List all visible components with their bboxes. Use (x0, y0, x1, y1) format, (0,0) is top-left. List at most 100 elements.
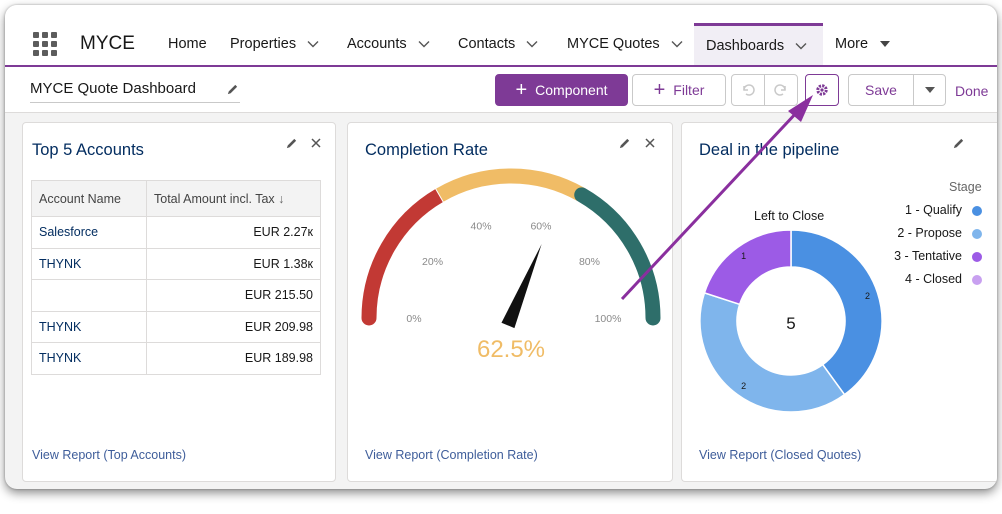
gauge-needle (501, 244, 542, 329)
card-title: Completion Rate (365, 141, 488, 159)
legend-color-swatch (972, 275, 982, 285)
amount-cell: EUR 209.98 (146, 310, 321, 343)
chevron-down-icon[interactable] (525, 37, 539, 51)
nav-item-home[interactable]: Home (156, 23, 219, 65)
app-window: MYCE Home Properties Accounts Contacts M… (5, 5, 997, 489)
dashboard-toolbar: MYCE Quote Dashboard + Component + Filte… (5, 67, 997, 113)
gauge-tick-label: 80% (579, 256, 600, 268)
pencil-icon[interactable] (285, 137, 298, 150)
nav-item-myce-quotes[interactable]: MYCE Quotes (555, 23, 696, 65)
add-filter-button[interactable]: + Filter (632, 74, 726, 106)
donut-slice-2-propose[interactable] (699, 291, 846, 413)
chevron-down-icon[interactable] (794, 39, 808, 53)
gauge-tick-label: 0% (406, 313, 421, 325)
close-icon[interactable] (310, 137, 322, 149)
caret-down-icon[interactable] (878, 37, 892, 51)
pipeline-card: Deal in the pipeline Left to Close Stage… (681, 122, 997, 482)
account-name-cell[interactable]: THYNK (31, 310, 147, 343)
legend-color-swatch (972, 229, 982, 239)
nav-item-label: Properties (230, 36, 297, 52)
chart-title: Left to Close (754, 209, 825, 223)
properties-settings-button[interactable] (805, 74, 839, 106)
gauge-tick-label: 100% (595, 313, 622, 325)
nav-item-accounts[interactable]: Accounts (335, 23, 443, 65)
card-title: Top 5 Accounts (32, 141, 144, 159)
gauge-band-0 (361, 187, 448, 326)
table-row: THYNK EUR 209.98 (31, 310, 321, 343)
account-name-cell[interactable]: THYNK (31, 342, 147, 375)
pencil-icon[interactable] (226, 83, 239, 96)
table-row: EUR 215.50 (31, 279, 321, 312)
nav-item-label: Accounts (347, 36, 407, 52)
redo-button[interactable] (764, 74, 798, 106)
nav-item-more[interactable]: More (823, 23, 904, 65)
save-label: Save (865, 82, 897, 98)
completion-gauge[interactable]: 0% 20% 40% 60% 80% 100% 62.5% (348, 163, 674, 373)
save-options-button[interactable] (913, 74, 946, 106)
gauge-tick-label: 40% (471, 221, 492, 233)
donut-slice-value-label: 1 (741, 251, 746, 261)
nav-item-contacts[interactable]: Contacts (446, 23, 551, 65)
dashboard-name: MYCE Quote Dashboard (30, 80, 196, 97)
nav-item-label: Home (168, 36, 207, 52)
column-header[interactable]: Account Name (31, 180, 147, 217)
chevron-down-icon[interactable] (670, 37, 684, 51)
gear-icon (816, 84, 828, 96)
gauge-band-2 (574, 187, 661, 326)
undo-icon (743, 84, 755, 96)
completion-rate-card: Completion Rate 0% 20% 40% 60% 80% 100% 62.5%… (347, 122, 673, 482)
top-accounts-card: Top 5 Accounts Account Name Total Amount… (22, 122, 336, 482)
column-header[interactable]: Total Amount incl. Tax ↓ (146, 180, 321, 217)
add-filter-label: Filter (673, 82, 705, 98)
accounts-table: Account Name Total Amount incl. Tax ↓ Sa… (31, 180, 321, 375)
pencil-icon[interactable] (618, 137, 631, 150)
nav-item-properties[interactable]: Properties (218, 23, 332, 65)
gauge-band-1 (436, 168, 586, 202)
pipeline-donut-chart[interactable]: 2 2 1 5 (682, 223, 902, 423)
donut-slice-value-label: 2 (741, 381, 746, 391)
gauge-value: 62.5% (477, 336, 545, 363)
sort-arrow-icon: ↓ (278, 191, 285, 206)
account-name-cell[interactable]: THYNK (31, 247, 147, 280)
close-icon[interactable] (644, 137, 656, 149)
redo-icon (774, 84, 786, 96)
donut-center-total: 5 (786, 314, 795, 333)
amount-cell: EUR 189.98 (146, 342, 321, 375)
gauge-tick-label: 60% (530, 221, 551, 233)
view-report-link[interactable]: View Report (Completion Rate) (365, 448, 538, 462)
table-header-row: Account Name Total Amount incl. Tax ↓ (31, 180, 321, 217)
legend-color-swatch (972, 252, 982, 262)
donut-slice-3-tentative[interactable] (703, 229, 792, 306)
app-name: MYCE (80, 33, 135, 54)
table-row: THYNK EUR 189.98 (31, 342, 321, 375)
nav-item-dashboards[interactable]: Dashboards (694, 23, 823, 65)
card-title: Deal in the pipeline (699, 141, 840, 159)
plus-icon: + (515, 79, 528, 101)
plus-icon: + (653, 79, 666, 101)
caret-down-icon (924, 87, 935, 93)
done-button[interactable]: Done (955, 83, 989, 99)
donut-slice-value-label: 2 (865, 291, 870, 301)
dashboard-name-field[interactable]: MYCE Quote Dashboard (30, 79, 240, 103)
donut-slice-1-qualify[interactable] (790, 229, 883, 396)
top-navigation: MYCE Home Properties Accounts Contacts M… (5, 5, 997, 67)
add-component-label: Component (535, 82, 608, 98)
nav-item-label: Dashboards (706, 37, 785, 54)
legend-title: Stage (949, 180, 982, 194)
pencil-icon[interactable] (952, 137, 965, 150)
nav-item-label: MYCE Quotes (567, 36, 660, 52)
nav-item-label: More (835, 36, 869, 52)
legend-item-label: 4 - Closed (905, 272, 962, 286)
gauge-tick-label: 20% (422, 256, 443, 268)
add-component-button[interactable]: + Component (495, 74, 628, 106)
app-launcher-icon[interactable] (33, 32, 57, 56)
legend-item-label: 1 - Qualify (905, 203, 962, 217)
chevron-down-icon[interactable] (417, 37, 431, 51)
chevron-down-icon[interactable] (306, 37, 320, 51)
view-report-link[interactable]: View Report (Top Accounts) (32, 448, 187, 462)
table-row: Salesforce EUR 2.27к (31, 216, 321, 249)
undo-button[interactable] (731, 74, 765, 106)
view-report-link[interactable]: View Report (Closed Quotes) (699, 448, 862, 462)
save-button[interactable]: Save (848, 74, 914, 106)
nav-item-label: Contacts (458, 36, 516, 52)
